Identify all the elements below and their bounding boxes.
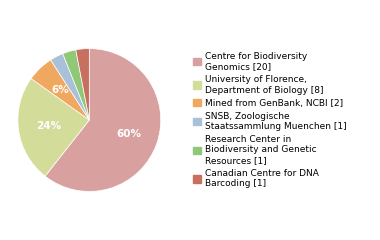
Text: 24%: 24% (36, 121, 61, 131)
Wedge shape (51, 54, 89, 120)
Wedge shape (18, 78, 89, 176)
Wedge shape (76, 48, 89, 120)
Wedge shape (31, 60, 89, 120)
Text: 6%: 6% (52, 85, 70, 95)
Text: 60%: 60% (116, 129, 141, 138)
Wedge shape (63, 50, 89, 120)
Wedge shape (45, 48, 161, 192)
Legend: Centre for Biodiversity
Genomics [20], University of Florence,
Department of Bio: Centre for Biodiversity Genomics [20], U… (192, 51, 347, 189)
